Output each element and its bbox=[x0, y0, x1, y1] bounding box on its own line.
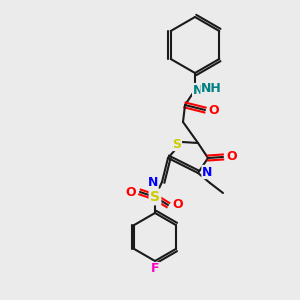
Text: N: N bbox=[148, 176, 158, 188]
Text: NH: NH bbox=[201, 82, 222, 94]
Text: N: N bbox=[202, 166, 212, 178]
Text: O: O bbox=[226, 151, 237, 164]
Text: F: F bbox=[151, 262, 159, 275]
Text: S: S bbox=[172, 137, 182, 151]
Text: S: S bbox=[150, 190, 160, 204]
Text: O: O bbox=[125, 185, 136, 199]
Text: O: O bbox=[208, 103, 219, 116]
Text: O: O bbox=[172, 199, 183, 212]
Text: NH: NH bbox=[193, 83, 213, 97]
